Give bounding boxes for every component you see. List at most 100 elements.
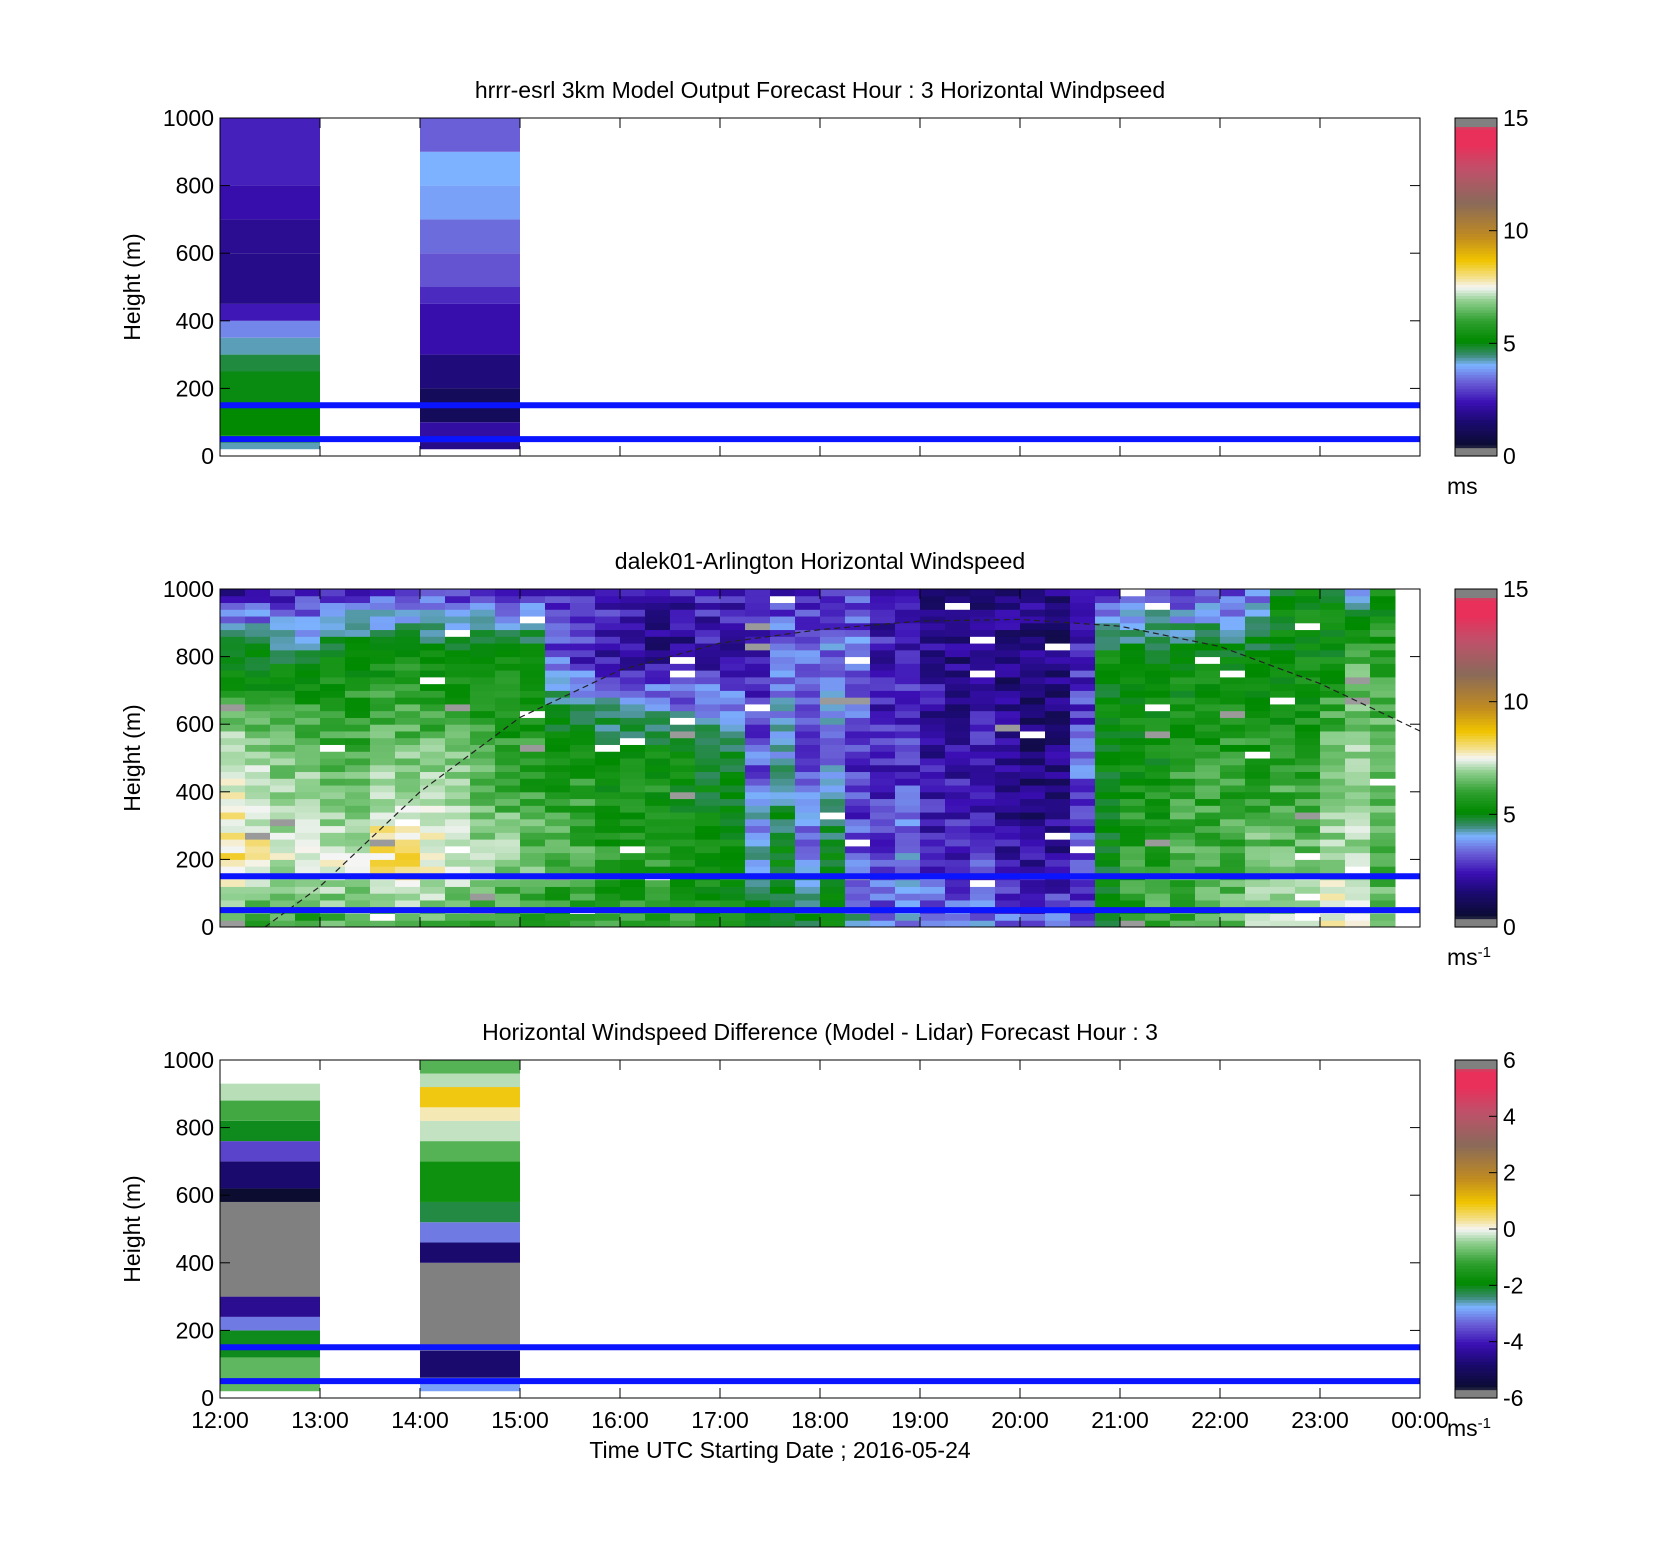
heatmap-cell bbox=[1070, 663, 1096, 671]
heatmap-cell bbox=[645, 798, 671, 806]
colorbar-segment bbox=[1455, 1200, 1497, 1205]
heatmap-cell bbox=[220, 1188, 320, 1202]
colorbar-segment bbox=[1455, 1347, 1497, 1351]
heatmap-cell bbox=[770, 589, 796, 597]
heatmap-cell bbox=[970, 609, 996, 617]
heatmap-cell bbox=[995, 920, 1021, 928]
heatmap-cell bbox=[345, 717, 371, 725]
heatmap-cell bbox=[645, 825, 671, 833]
heatmap-cell bbox=[695, 778, 721, 786]
colorbar-tick-label: 2 bbox=[1503, 1160, 1516, 1186]
colorbar-segment bbox=[1455, 890, 1497, 894]
heatmap-cell bbox=[745, 683, 771, 691]
heatmap-cell bbox=[1345, 832, 1371, 840]
heatmap-cell bbox=[920, 683, 946, 691]
heatmap-cell bbox=[1070, 744, 1096, 752]
heatmap-cell bbox=[1145, 812, 1171, 820]
heatmap-cell bbox=[720, 886, 746, 894]
heatmap-cell bbox=[1370, 730, 1396, 739]
heatmap-cell bbox=[895, 609, 921, 617]
heatmap-cell bbox=[495, 649, 521, 658]
heatmap-cell bbox=[620, 839, 646, 847]
heatmap-cell bbox=[970, 805, 996, 813]
heatmap-cell bbox=[1095, 609, 1121, 617]
heatmap-cell bbox=[520, 920, 546, 928]
colorbar-segment bbox=[1455, 605, 1497, 610]
heatmap-cell bbox=[470, 832, 496, 840]
heatmap-cell bbox=[1245, 595, 1271, 604]
colorbar-segment bbox=[1455, 1127, 1497, 1132]
heatmap-cell bbox=[1270, 676, 1296, 685]
heatmap-cell bbox=[1145, 859, 1171, 867]
heatmap-cell bbox=[445, 636, 471, 644]
heatmap-cell bbox=[1270, 805, 1296, 813]
colorbar-segment bbox=[1455, 1192, 1497, 1196]
heatmap-cell bbox=[720, 595, 746, 604]
heatmap-cell bbox=[595, 589, 621, 597]
heatmap-cell bbox=[795, 893, 821, 901]
heatmap-cell bbox=[495, 589, 521, 597]
colorbar-segment bbox=[1455, 1319, 1497, 1323]
colorbar-segment bbox=[1455, 1164, 1497, 1168]
heatmap-cell bbox=[1270, 616, 1296, 624]
heatmap-cell bbox=[1020, 589, 1046, 597]
heatmap-cell bbox=[645, 812, 671, 820]
heatmap-cell bbox=[245, 636, 271, 644]
heatmap-cell bbox=[1220, 764, 1246, 773]
colorbar-segment bbox=[1455, 317, 1497, 322]
heatmap-cell bbox=[845, 744, 871, 752]
y-axis-label: Height (m) bbox=[119, 704, 145, 811]
x-tick-label: 17:00 bbox=[691, 1407, 749, 1433]
heatmap-cell bbox=[1070, 697, 1096, 705]
heatmap-cell bbox=[295, 656, 321, 664]
heatmap-cell bbox=[320, 839, 346, 847]
heatmap-cell bbox=[1270, 825, 1296, 833]
x-tick-label: 20:00 bbox=[991, 1407, 1049, 1433]
heatmap-cell bbox=[1270, 832, 1296, 840]
heatmap-cell bbox=[1070, 703, 1096, 712]
heatmap-cell bbox=[670, 690, 696, 698]
colorbar-segment bbox=[1455, 132, 1497, 136]
heatmap-cell bbox=[1145, 663, 1171, 671]
heatmap-cell bbox=[1270, 798, 1296, 806]
heatmap-cell bbox=[345, 764, 371, 773]
heatmap-cell bbox=[220, 893, 246, 901]
heatmap-cell bbox=[920, 616, 946, 624]
colorbar-unit: ms-1 bbox=[1447, 1415, 1491, 1442]
colorbar-segment bbox=[1455, 123, 1497, 128]
heatmap-cell bbox=[1045, 771, 1071, 779]
heatmap-cell bbox=[1295, 636, 1321, 644]
heatmap-cell bbox=[1195, 656, 1221, 664]
heatmap-cell bbox=[1020, 751, 1046, 759]
heatmap-cell bbox=[745, 703, 771, 712]
heatmap-cells bbox=[220, 118, 520, 450]
heatmap-cell bbox=[695, 852, 721, 860]
heatmap-cell bbox=[770, 866, 796, 874]
colorbar-segment bbox=[1455, 343, 1497, 347]
heatmap-cell bbox=[1070, 636, 1096, 644]
heatmap-cell bbox=[370, 751, 396, 759]
heatmap-cell bbox=[1270, 920, 1296, 928]
heatmap-cell bbox=[970, 778, 996, 786]
colorbar-segment bbox=[1455, 1183, 1497, 1188]
heatmap-cell bbox=[270, 670, 296, 678]
heatmap-cell bbox=[770, 602, 796, 610]
heatmap-cell bbox=[1145, 656, 1171, 664]
heatmap-cell bbox=[245, 629, 271, 637]
heatmap-cell bbox=[370, 703, 396, 712]
colorbar-segment bbox=[1455, 213, 1497, 218]
heatmap-cell bbox=[670, 778, 696, 786]
heatmap-cell bbox=[645, 737, 671, 745]
colorbar-segment bbox=[1455, 879, 1497, 883]
heatmap-cell bbox=[220, 697, 246, 705]
heatmap-cell bbox=[945, 920, 971, 928]
heatmap-cell bbox=[970, 839, 996, 847]
heatmap-cell bbox=[1120, 589, 1146, 597]
heatmap-cell bbox=[445, 737, 471, 745]
heatmap-cell bbox=[1320, 643, 1346, 651]
heatmap-cell bbox=[895, 697, 921, 705]
heatmap-cell bbox=[270, 649, 296, 658]
heatmap-cell bbox=[1295, 724, 1321, 732]
heatmap-cell bbox=[1170, 832, 1196, 840]
heatmap-cell bbox=[1020, 649, 1046, 658]
